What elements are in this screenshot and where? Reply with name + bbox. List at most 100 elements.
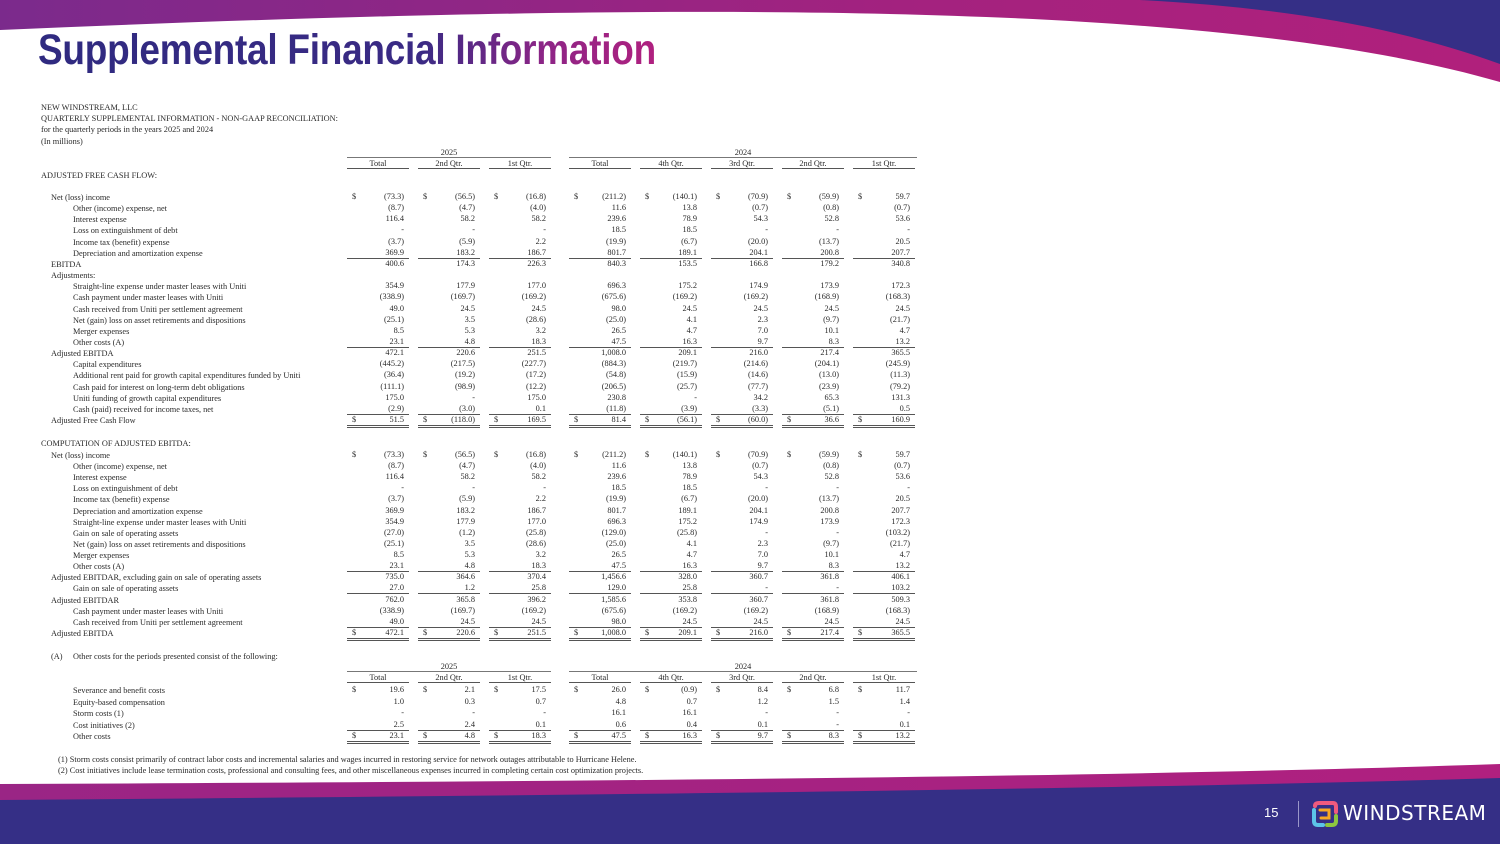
column-header: 1st Qtr. <box>853 673 915 683</box>
value-cell: (8.7) <box>347 461 409 471</box>
cell-value: 360.7 <box>749 594 768 604</box>
value-cell: $ (70.9) <box>711 192 773 202</box>
cell-value: (219.7) <box>672 359 697 369</box>
cell-value: 16.1 <box>611 708 626 717</box>
cell-value: 801.7 <box>607 505 626 515</box>
value-cell: 1,585.6 <box>569 595 631 605</box>
cell-value: (25.1) <box>383 314 404 324</box>
value-cell: - <box>418 393 480 403</box>
value-cell: 1.0 <box>347 697 409 707</box>
dollar-sign: $ <box>423 627 428 637</box>
value-cell: 8.5 <box>347 326 409 336</box>
value-cell: 189.1 <box>640 248 702 259</box>
cell-value: (9.7) <box>823 314 839 324</box>
value-cell: 172.3 <box>853 517 915 527</box>
cell-value: 47.5 <box>611 731 626 740</box>
value-cell: (206.5) <box>569 382 631 392</box>
year-header: 2025 <box>347 148 551 158</box>
cell-value: (73.3) <box>383 192 404 201</box>
cell-value: 172.3 <box>891 281 910 291</box>
row-label: Other costs (A) <box>73 337 125 347</box>
value-cell: (445.2) <box>347 359 409 369</box>
value-cell: (19.2) <box>418 370 480 380</box>
cell-value: 13.2 <box>895 336 910 346</box>
table-row: Other costs (A) 23.1 4.8 18.3 47.5 16.3 9.7 8.3… <box>0 561 930 573</box>
value-cell: (0.7) <box>853 203 915 213</box>
cell-value: 13.8 <box>682 203 697 213</box>
cell-value: (4.0) <box>530 461 546 471</box>
value-cell: - <box>853 708 915 718</box>
table-row: Other (income) expense, net (8.7) (4.7) (4.… <box>0 461 930 472</box>
cell-value: 209.1 <box>678 627 697 637</box>
value-cell: 172.3 <box>853 281 915 291</box>
row-label: Straight-line expense under master lease… <box>73 517 247 527</box>
value-cell: $1,008.0 <box>569 628 631 641</box>
value-cell: 8.5 <box>347 550 409 560</box>
cell-value: 354.9 <box>385 516 404 526</box>
value-cell: $365.5 <box>853 628 915 641</box>
cell-value: (15.9) <box>676 370 697 380</box>
value-cell: (4.7) <box>418 461 480 471</box>
column-header: 3rd Qtr. <box>711 159 773 169</box>
cell-value: 11.6 <box>611 203 626 213</box>
value-cell: 0.1 <box>853 720 915 731</box>
value-cell: (0.7) <box>711 461 773 471</box>
value-cell: (129.0) <box>569 528 631 538</box>
value-cell: $19.6 <box>347 685 409 695</box>
value-cell: 328.0 <box>640 572 702 582</box>
cell-value: 24.5 <box>682 303 697 313</box>
value-cell: 230.8 <box>569 393 631 403</box>
row-label: Cash paid for interest on long-term debt… <box>73 382 245 392</box>
cell-value: 186.7 <box>527 247 546 257</box>
value-cell: (25.8) <box>640 528 702 538</box>
cell-value: (169.2) <box>672 605 697 615</box>
row-label: Adjusted EBITDA <box>51 628 114 638</box>
cell-value: 361.8 <box>820 594 839 604</box>
value-cell: 11.6 <box>569 203 631 213</box>
value-cell: 200.8 <box>782 248 844 259</box>
dollar-sign: $ <box>645 415 650 424</box>
cell-value: (214.6) <box>743 359 768 369</box>
value-cell: 131.3 <box>853 393 915 403</box>
cell-value: 239.6 <box>607 214 626 224</box>
value-cell: 47.5 <box>569 561 631 573</box>
cell-value: (13.7) <box>818 494 839 504</box>
cell-value: 364.6 <box>456 572 475 582</box>
column-header: Total <box>569 673 631 683</box>
cell-value: 361.8 <box>820 572 839 582</box>
cell-value: - <box>543 225 546 235</box>
cell-value: (4.7) <box>459 203 475 213</box>
dollar-sign: $ <box>352 685 357 694</box>
cell-value: - <box>543 483 546 493</box>
value-cell: 10.1 <box>782 326 844 336</box>
cell-value: 509.3 <box>891 594 910 604</box>
value-cell: (5.9) <box>418 237 480 247</box>
value-cell: 24.5 <box>782 304 844 314</box>
cell-value: (3.9) <box>681 403 697 413</box>
value-cell: 9.7 <box>711 337 773 348</box>
value-cell: 4.8 <box>569 697 631 707</box>
column-header: 2nd Qtr. <box>782 159 844 169</box>
value-cell: $ (73.3) <box>347 450 409 460</box>
value-cell: 47.5 <box>569 337 631 348</box>
value-cell: 0.6 <box>569 720 631 731</box>
cell-value: 47.5 <box>611 561 626 571</box>
value-cell: 207.7 <box>853 248 915 259</box>
dollar-sign: $ <box>787 627 792 637</box>
cell-value: (16.8) <box>525 450 546 459</box>
value-cell: 24.5 <box>489 617 551 628</box>
cell-value: 696.3 <box>607 281 626 291</box>
cell-value: (19.9) <box>605 494 626 504</box>
row-label: Loss on extinguishment of debt <box>73 226 178 236</box>
value-cell: 18.3 <box>489 337 551 348</box>
value-cell: $209.1 <box>640 628 702 641</box>
cell-value: 4.7 <box>686 325 697 335</box>
value-cell: $8.3 <box>782 731 844 744</box>
cell-value: 360.7 <box>749 572 768 582</box>
value-cell: 8.3 <box>782 337 844 348</box>
value-cell: 174.9 <box>711 281 773 291</box>
cell-value: (12.2) <box>525 381 546 391</box>
value-cell: 365.5 <box>853 348 915 358</box>
value-cell: 801.7 <box>569 506 631 516</box>
value-cell: (217.5) <box>418 359 480 369</box>
